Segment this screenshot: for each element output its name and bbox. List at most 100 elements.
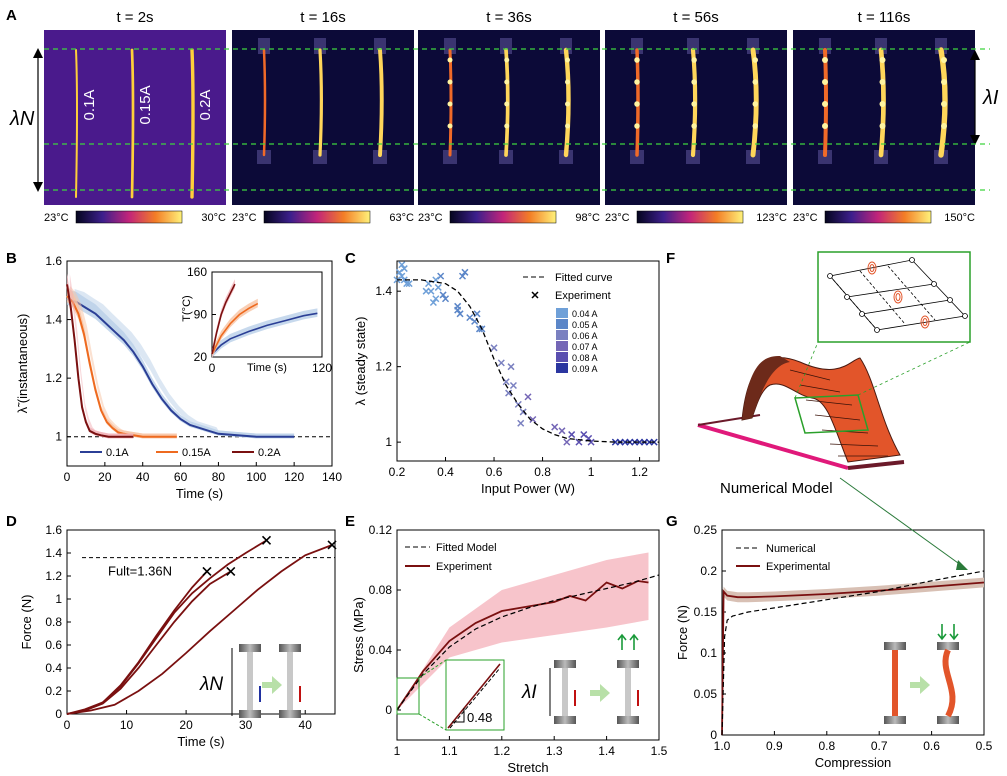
hot-spot [752,57,758,63]
hot-spot [941,57,947,63]
clamp-top [631,38,643,54]
experiment-point [505,389,513,397]
x-tick-label: 0.9 [766,739,783,753]
y-tick-label: 1.6 [45,523,62,537]
panel-a-letter: A [6,7,17,24]
hot-spot [565,79,570,85]
experiment-point [497,359,505,367]
colorbar-max: 98°C [575,212,600,224]
x-tick-label: 0 [209,361,216,375]
grip-bottom [239,710,261,718]
colorbar-max: 30°C [201,212,226,224]
current-label: 0.07 A [572,342,598,352]
heated-rod [378,48,384,157]
panel-c: C 0.2 0.4 0.6 0.8 1 1.2 1 1.2 1.4 Input Power (W)… [345,250,660,496]
failure-marker [202,566,212,576]
hot-spot [822,101,828,107]
thermal-frame-5: t = 116s 23°C 150°C [793,9,975,224]
grip-top [554,660,576,668]
inset-band [212,279,235,358]
experiment-band [397,552,649,710]
y-axis-label: λ (steady state) [353,317,368,406]
y-tick-label: 1.4 [45,313,62,327]
thermal-image-bg [232,30,414,205]
grip-top [279,644,301,652]
fitted-model-curve [396,574,660,711]
lambda-i-arrowhead-top [970,50,980,60]
colorbar-min: 23°C [605,212,630,224]
colorbar-max: 123°C [756,212,787,224]
colorbar-min: 23°C [793,212,818,224]
hot-spot [879,101,886,107]
inset-line-0.15A [211,302,259,355]
heated-rod [75,49,78,198]
current-swatch [556,330,568,340]
spring-icons [867,261,930,329]
experiment-point [490,344,498,352]
y-tick-label: 0.08 [369,583,393,597]
y-axis-label: Stress (MPa) [351,597,366,673]
experiment-point [398,272,406,280]
hot-spot [752,79,758,85]
hot-spot [752,123,758,129]
y-tick-label: 0 [55,707,62,721]
hot-spot [691,79,697,85]
colorbar [75,210,183,224]
panel-f: F [666,250,971,570]
frame-time-label: t = 16s [300,9,345,26]
x-tick-label: 1 [394,744,401,758]
x-tick-label: 0 [64,470,71,484]
grip-bottom [884,716,906,724]
clamp-top [314,38,326,54]
lambda-i-label: λI [982,87,999,109]
fitted-curve [397,279,659,443]
experiment-point [517,419,525,427]
lambda-n-arrowhead-top [33,48,43,58]
lambda-n-arrowhead-bottom [33,182,43,192]
panel-g-frame [721,529,985,736]
lambda-i-label: λI [521,682,537,703]
experiment-point [437,272,445,280]
x-tick-label: 1.0 [714,739,731,753]
panel-c-letter: C [345,250,356,267]
experiment-point [400,276,408,284]
thermal-frame-1: t = 2s 0.1A 0.15A 0.2A 23°C 30°C [44,9,226,224]
slope-label: 0.48 [467,710,492,725]
y-tick-label: 1.6 [45,254,62,268]
clamp-top [935,38,947,54]
x-axis-label: Compression [815,755,892,770]
colorbar-max: 63°C [389,212,414,224]
experiment-point [551,423,559,431]
clamp-bottom [257,150,271,164]
colorbar-max: 150°C [944,212,975,224]
x-tick-label: 80 [212,470,226,484]
current-label: 0.09 A [572,364,598,374]
experiment-point [461,268,469,276]
grip-bottom [279,710,301,718]
grip-top [239,644,261,652]
zoom-experiment [447,663,501,729]
y-tick-label: 1.2 [45,569,62,583]
experiment-point [568,431,576,439]
y-tick-label: 1.2 [375,360,392,374]
failure-marker [226,566,236,576]
experiment-point [400,265,408,273]
heated-rod [190,48,195,199]
clamp-top [819,38,831,54]
x-tick-label: 0.2 [389,465,406,479]
panel-d-letter: D [6,513,17,530]
current-label: 0.15A [137,85,154,124]
hot-spot [447,57,453,63]
lambda-n-label: λN [199,674,223,695]
inset-line-0.1A [211,312,318,355]
x-tick-label: 0 [64,718,71,732]
clamp-top [747,38,759,54]
down-arrows-icon [937,624,959,641]
colorbar [263,210,371,224]
zoom-source-box [396,677,420,715]
hot-spot [504,123,510,129]
current-swatch [556,363,568,373]
x-tick-label: 1.4 [598,744,615,758]
clamp-top [687,38,699,54]
